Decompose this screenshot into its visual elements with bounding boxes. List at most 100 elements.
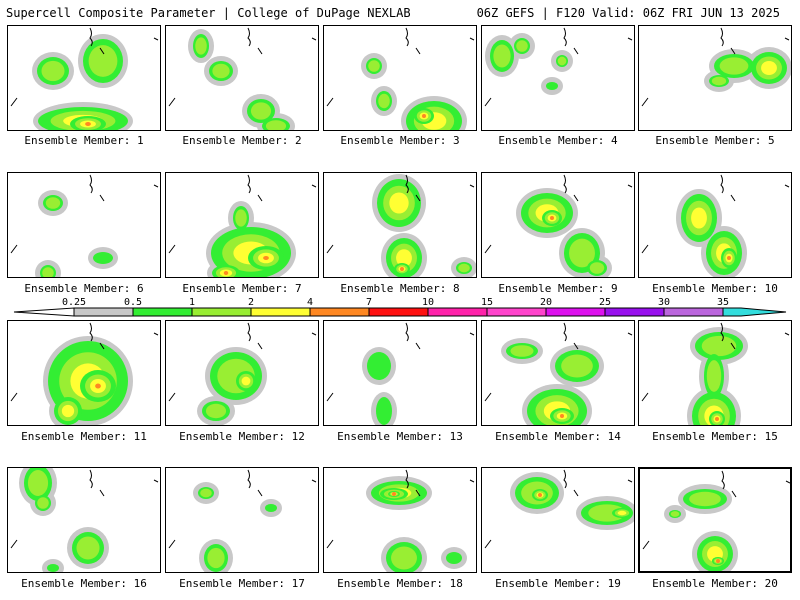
legend-tick-label: 20	[539, 297, 553, 308]
legend-tick-label: 4	[306, 297, 314, 308]
ensemble-panel[interactable]	[165, 467, 319, 573]
ensemble-panel[interactable]	[638, 25, 792, 131]
coastline	[168, 469, 263, 549]
ensemble-panel[interactable]	[165, 320, 319, 426]
ensemble-member-label: Ensemble Member: 1	[24, 134, 144, 147]
coastline-fragment	[153, 184, 159, 188]
coastline-fragment	[627, 184, 633, 188]
scp-contour-map	[326, 322, 475, 425]
ensemble-panel[interactable]	[7, 320, 161, 426]
scp-contour-level-2	[378, 93, 390, 109]
scp-contour-map	[168, 322, 317, 425]
coastline	[641, 322, 736, 402]
scp-contour-level-3	[691, 207, 707, 229]
scp-contour-map	[484, 27, 633, 107]
ensemble-panel[interactable]	[323, 467, 477, 573]
scp-contour-map	[484, 322, 633, 425]
ensemble-member-label: Ensemble Member: 6	[24, 282, 144, 295]
scp-contour-level-2	[493, 44, 511, 68]
coastline-fragment	[311, 479, 317, 483]
ensemble-panel[interactable]	[481, 172, 635, 278]
ensemble-member-label: Ensemble Member: 3	[340, 134, 460, 147]
scp-contour-level-2	[45, 197, 61, 209]
ensemble-panel[interactable]	[7, 172, 161, 278]
ensemble-panel[interactable]	[638, 172, 792, 278]
scp-contour-level-4	[560, 414, 564, 418]
scp-contour-level-3	[396, 249, 412, 267]
ensemble-member-label: Ensemble Member: 4	[498, 134, 618, 147]
coastline-fragment	[469, 332, 475, 336]
ensemble-panel[interactable]	[165, 25, 319, 131]
coastline-fragment	[311, 332, 317, 336]
scp-contour-level-4	[85, 122, 91, 126]
coastline-fragment	[784, 37, 790, 41]
scp-contour-level-2	[27, 470, 49, 496]
scp-contour-level-2	[588, 504, 626, 522]
scp-contour-level-2	[41, 60, 65, 82]
legend-tick-label: 0.25	[61, 297, 87, 308]
scp-contour-map	[10, 322, 159, 425]
ensemble-panel[interactable]	[638, 320, 792, 426]
scp-contour-level-1	[93, 252, 113, 264]
scp-contour-level-2	[76, 536, 100, 560]
scp-contour-level-1	[376, 397, 392, 425]
coastline	[484, 322, 579, 402]
scp-contour-level-2	[569, 238, 595, 268]
scp-contour-level-2	[510, 345, 534, 357]
legend-tick-label: 25	[598, 297, 612, 308]
coastline	[10, 322, 105, 402]
scp-contour-level-1	[265, 504, 277, 512]
legend-arrow-high	[722, 307, 787, 317]
scp-contour-level-3	[761, 60, 777, 76]
scp-contour-level-2	[207, 547, 225, 569]
ensemble-panel[interactable]	[7, 25, 161, 131]
coastline	[484, 174, 579, 254]
ensemble-member-label: Ensemble Member: 19	[495, 577, 621, 590]
ensemble-member-label: Ensemble Member: 15	[652, 430, 778, 443]
coastline	[326, 469, 421, 549]
legend-swatch	[604, 307, 665, 317]
coastline	[10, 469, 105, 549]
coastline	[484, 469, 579, 549]
ensemble-panel[interactable]	[323, 172, 477, 278]
ensemble-panel[interactable]	[481, 467, 635, 573]
coastline	[326, 174, 421, 254]
scp-contour-level-4	[550, 216, 554, 220]
coastline-fragment	[627, 479, 633, 483]
legend-swatch	[427, 307, 488, 317]
coastline	[168, 27, 263, 107]
ensemble-panel[interactable]	[7, 467, 161, 573]
scp-contour-map	[10, 468, 159, 572]
legend-swatch	[73, 307, 134, 317]
scp-contour-level-2	[711, 76, 727, 86]
scp-contour-level-4	[223, 271, 229, 275]
ensemble-panel[interactable]	[165, 172, 319, 278]
scp-contour-level-2	[701, 335, 737, 357]
legend-tick-label: 0.5	[123, 297, 143, 308]
ensemble-panel[interactable]	[638, 467, 792, 573]
coastline-fragment	[153, 479, 159, 483]
legend-tick-label: 10	[421, 297, 435, 308]
ensemble-member-label: Ensemble Member: 20	[652, 577, 778, 590]
scp-contour-map	[326, 174, 476, 277]
valid-time-label: 06Z GEFS | F120 Valid: 06Z FRI JUN 13 20…	[476, 6, 780, 20]
ensemble-member-label: Ensemble Member: 7	[182, 282, 302, 295]
scp-contour-map	[641, 174, 790, 277]
ensemble-member-label: Ensemble Member: 10	[652, 282, 778, 295]
coastline	[641, 174, 736, 254]
scp-contour-level-2	[557, 56, 567, 66]
ensemble-panel[interactable]	[323, 25, 477, 131]
ensemble-panel[interactable]	[481, 25, 635, 131]
coastline-fragment	[627, 332, 633, 336]
scp-contour-level-2	[212, 63, 230, 79]
coastline	[642, 470, 737, 550]
scp-contour-map	[641, 322, 790, 425]
coastline-fragment	[153, 332, 159, 336]
scp-contour-level-2	[368, 60, 380, 72]
ensemble-panel[interactable]	[323, 320, 477, 426]
coastline-fragment	[785, 480, 790, 484]
ensemble-panel[interactable]	[481, 320, 635, 426]
scp-contour-map	[484, 174, 633, 277]
ensemble-member-label: Ensemble Member: 8	[340, 282, 460, 295]
page-title: Supercell Composite Parameter | College …	[6, 6, 411, 20]
